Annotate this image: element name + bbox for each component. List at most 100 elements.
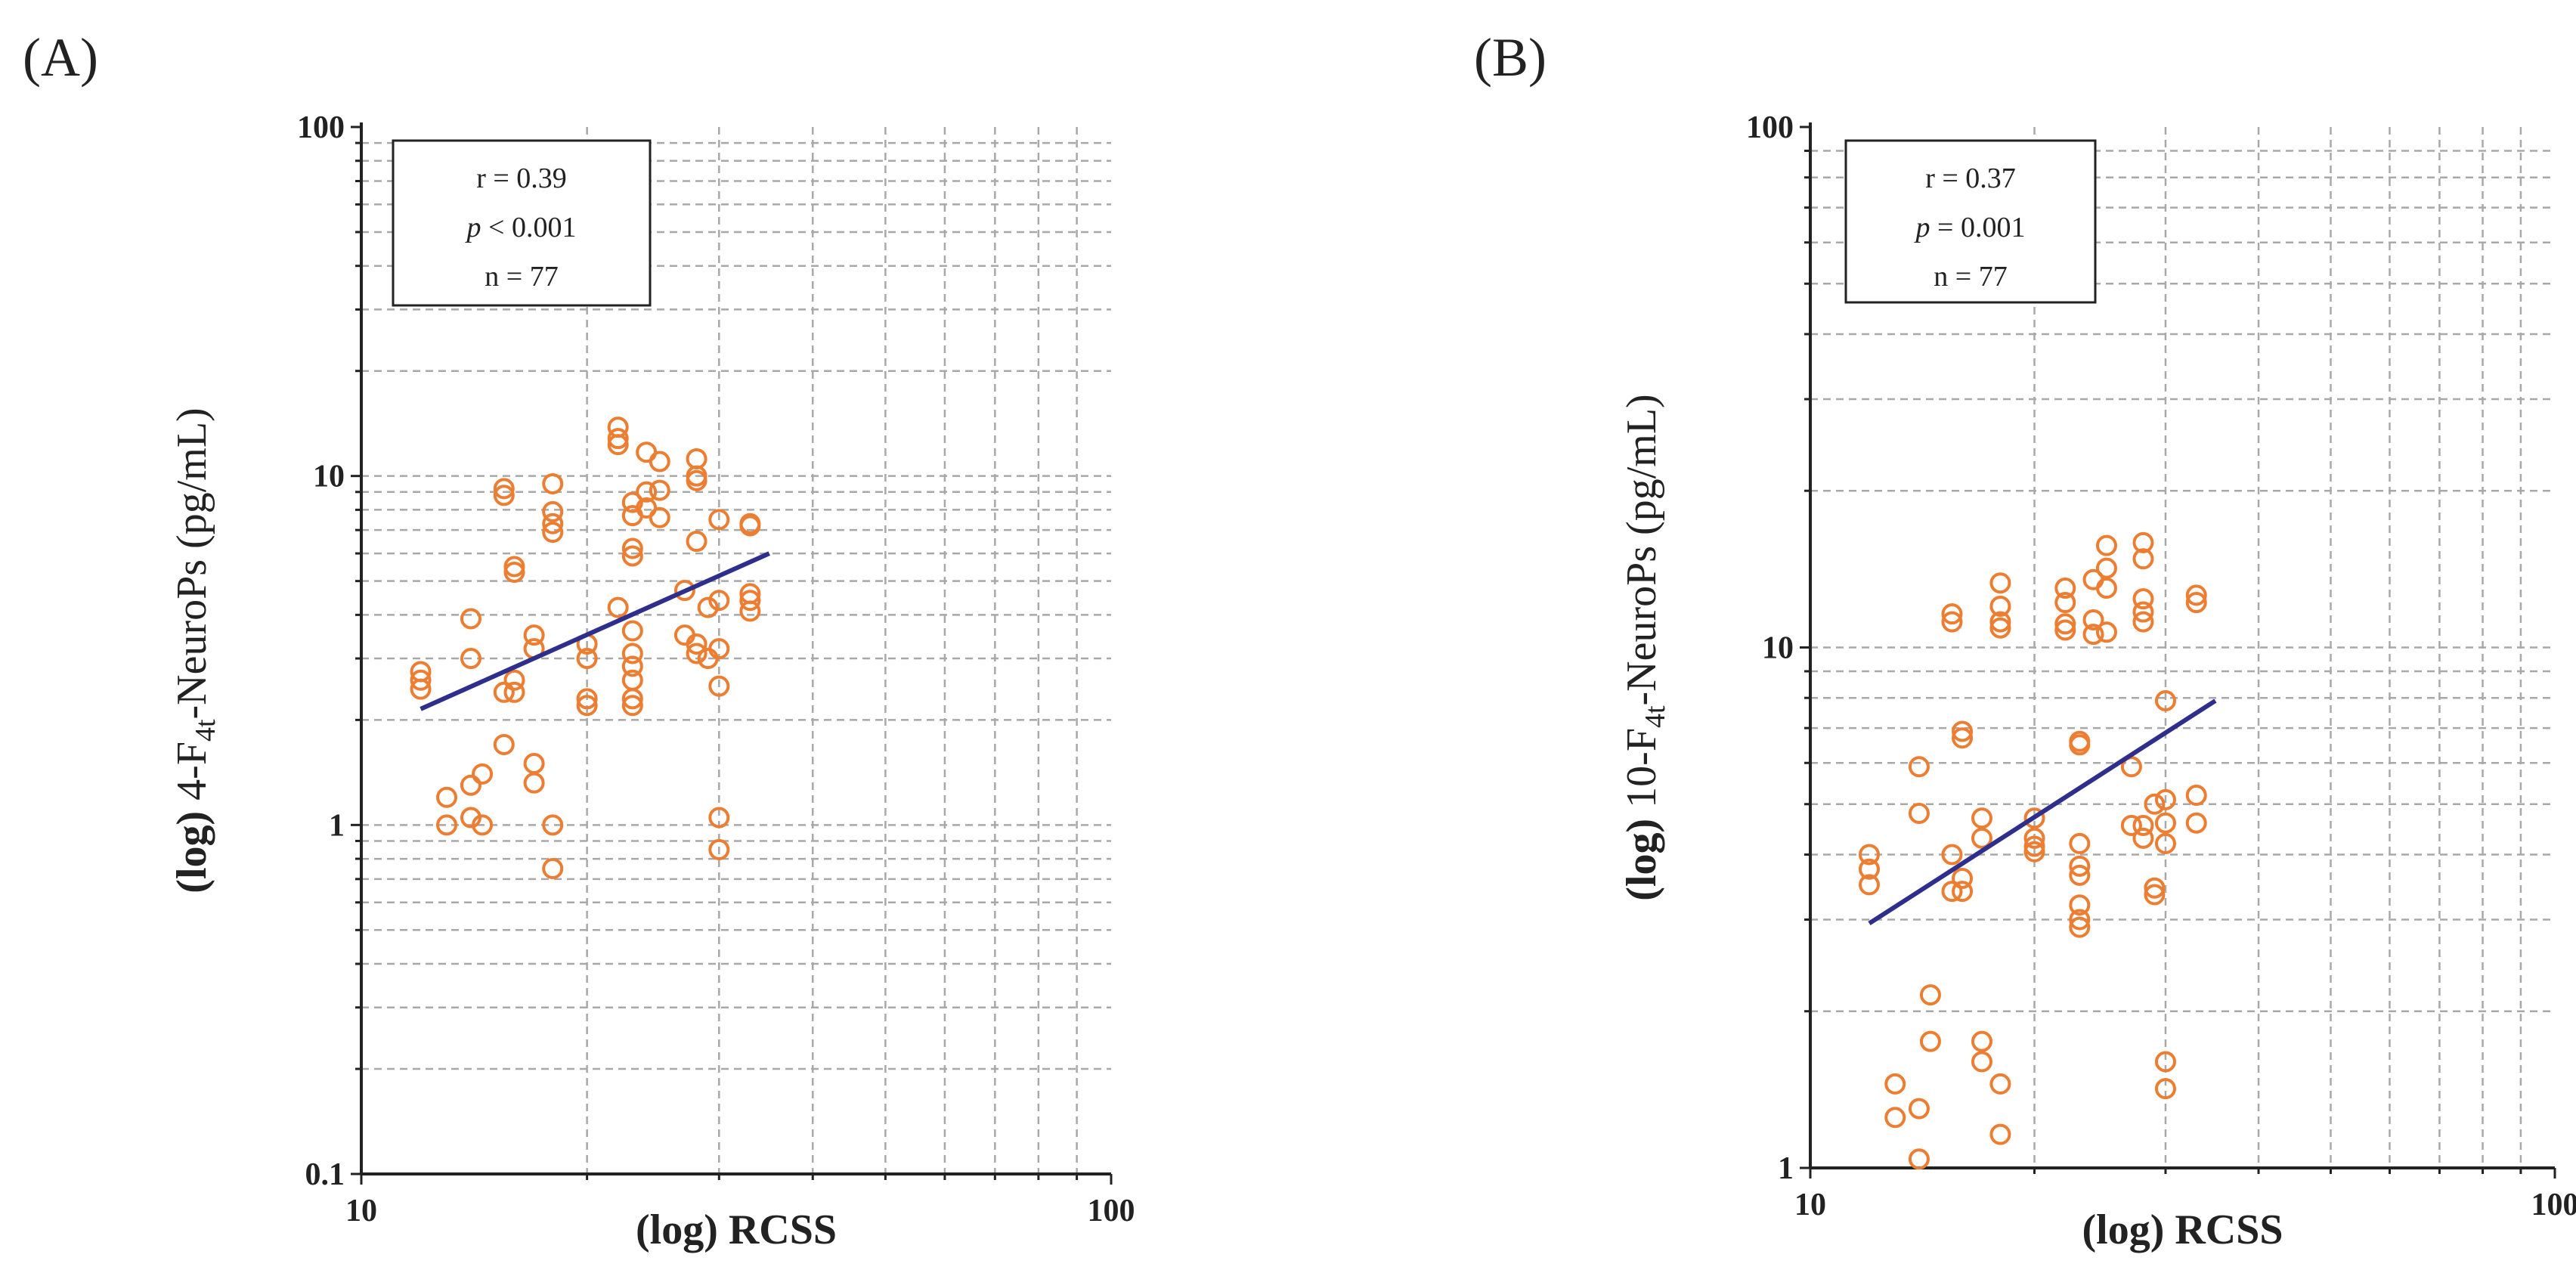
y-tick-label: 10 <box>1762 631 1794 666</box>
data-point <box>542 513 564 534</box>
stats-box <box>392 139 652 307</box>
data-point <box>1941 611 1963 633</box>
data-point <box>2185 592 2207 614</box>
data-point <box>1989 611 2011 633</box>
data-point <box>472 763 494 785</box>
data-point <box>621 695 643 717</box>
data-point <box>2054 613 2076 635</box>
data-point <box>649 506 670 528</box>
data-point <box>2095 621 2117 643</box>
data-point <box>1858 858 1880 880</box>
data-point <box>1989 572 2011 594</box>
data-point <box>1884 1073 1906 1095</box>
data-point <box>2132 601 2154 623</box>
data-point <box>607 434 629 456</box>
data-point <box>1952 867 1974 889</box>
data-point <box>2132 611 2154 633</box>
data-point <box>686 643 707 664</box>
data-point <box>1971 1051 1992 1073</box>
data-point <box>493 485 515 506</box>
data-point <box>1952 720 1974 742</box>
data-point <box>503 561 525 583</box>
data-point <box>2054 592 2076 614</box>
data-point <box>2144 877 2166 899</box>
data-point <box>708 807 730 829</box>
data-point <box>1908 1098 1930 1120</box>
data-point <box>2069 916 2091 938</box>
data-point <box>1908 756 1930 778</box>
data-point <box>686 531 707 553</box>
data-point <box>686 469 707 491</box>
data-point <box>2132 548 2154 570</box>
data-point <box>1941 603 1963 625</box>
data-point <box>542 472 564 494</box>
data-point <box>2069 864 2091 886</box>
data-point <box>621 545 643 567</box>
data-point <box>708 675 730 697</box>
data-point <box>1952 727 1974 749</box>
data-point <box>621 537 643 559</box>
data-point <box>1971 807 1992 829</box>
y-tick-label: 1 <box>329 808 345 843</box>
regression-line <box>1868 698 2217 926</box>
data-point <box>2132 814 2154 836</box>
data-point <box>503 681 525 703</box>
data-point <box>2069 734 2091 756</box>
data-points <box>1858 531 2207 1170</box>
data-point <box>460 608 481 630</box>
y-tick-label: 100 <box>297 110 345 145</box>
data-point <box>542 500 564 522</box>
data-point <box>503 669 525 691</box>
data-point <box>523 772 545 794</box>
data-point <box>673 580 695 602</box>
data-point <box>1952 881 1974 903</box>
data-point <box>708 509 730 531</box>
data-point <box>1919 1030 1941 1052</box>
data-point <box>649 479 670 501</box>
data-point <box>2095 578 2117 599</box>
data-point <box>2154 1078 2176 1100</box>
data-points <box>410 417 761 880</box>
data-point <box>2023 807 2045 829</box>
data-point <box>739 590 761 612</box>
stat-p: p = 0.001 <box>1914 212 2026 243</box>
x-tick-label: 10 <box>1794 1188 1826 1222</box>
data-point <box>1989 1073 2011 1095</box>
data-point <box>2023 827 2045 849</box>
data-point <box>1989 595 2011 617</box>
data-point <box>503 556 525 578</box>
data-point <box>1858 844 1880 866</box>
data-point <box>1919 984 1941 1006</box>
data-point <box>1989 617 2011 639</box>
data-point <box>542 814 564 836</box>
data-point <box>2154 832 2176 854</box>
data-point <box>1941 881 1963 903</box>
data-point <box>1971 827 1992 849</box>
data-point <box>2120 756 2142 778</box>
stat-n: n = 77 <box>1934 261 2007 293</box>
data-point <box>460 648 481 670</box>
data-point <box>621 491 643 513</box>
data-point <box>708 838 730 860</box>
panel-label: (A) <box>23 27 98 88</box>
data-point <box>2023 841 2045 863</box>
data-point <box>621 655 643 677</box>
data-point <box>2185 812 2207 834</box>
data-point <box>1908 802 1930 824</box>
x-tick-label: 100 <box>2531 1188 2576 1222</box>
data-point <box>649 451 670 472</box>
data-point <box>1971 1030 1992 1052</box>
data-point <box>410 669 432 691</box>
data-point <box>410 678 432 700</box>
data-point <box>493 478 515 500</box>
data-point <box>493 733 515 755</box>
data-point <box>2069 832 2091 854</box>
data-point <box>2154 1051 2176 1073</box>
y-tick-label: 1 <box>1778 1151 1794 1186</box>
data-point <box>2154 788 2176 810</box>
data-point <box>621 688 643 710</box>
data-point <box>2120 814 2142 836</box>
regression-line <box>420 551 770 711</box>
